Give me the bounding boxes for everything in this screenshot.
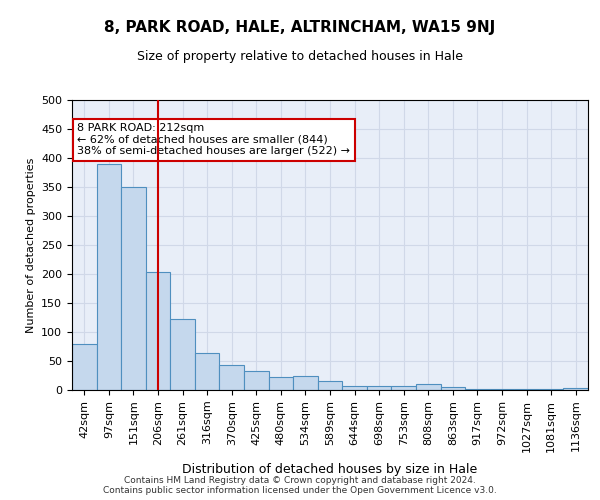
Text: Contains HM Land Registry data © Crown copyright and database right 2024.
Contai: Contains HM Land Registry data © Crown c… [103,476,497,495]
Bar [72,344,97,390]
Bar [367,386,391,390]
Bar [539,389,563,390]
Y-axis label: Number of detached properties: Number of detached properties [26,158,35,332]
Bar [244,372,269,390]
Bar [440,387,465,390]
Bar [391,386,416,390]
Bar [318,382,342,390]
Bar [514,389,539,390]
Bar [293,376,318,390]
Text: 8 PARK ROAD: 212sqm
← 62% of detached houses are smaller (844)
38% of semi-detac: 8 PARK ROAD: 212sqm ← 62% of detached ho… [77,123,350,156]
Bar [97,164,121,390]
Text: Size of property relative to detached houses in Hale: Size of property relative to detached ho… [137,50,463,63]
X-axis label: Distribution of detached houses by size in Hale: Distribution of detached houses by size … [182,463,478,476]
Bar [269,377,293,390]
Bar [146,272,170,390]
Bar [563,388,588,390]
Bar [342,386,367,390]
Bar [465,389,490,390]
Bar [220,365,244,390]
Text: 8, PARK ROAD, HALE, ALTRINCHAM, WA15 9NJ: 8, PARK ROAD, HALE, ALTRINCHAM, WA15 9NJ [104,20,496,35]
Bar [490,389,514,390]
Bar [121,187,146,390]
Bar [195,354,220,390]
Bar [416,384,440,390]
Bar [170,318,195,390]
